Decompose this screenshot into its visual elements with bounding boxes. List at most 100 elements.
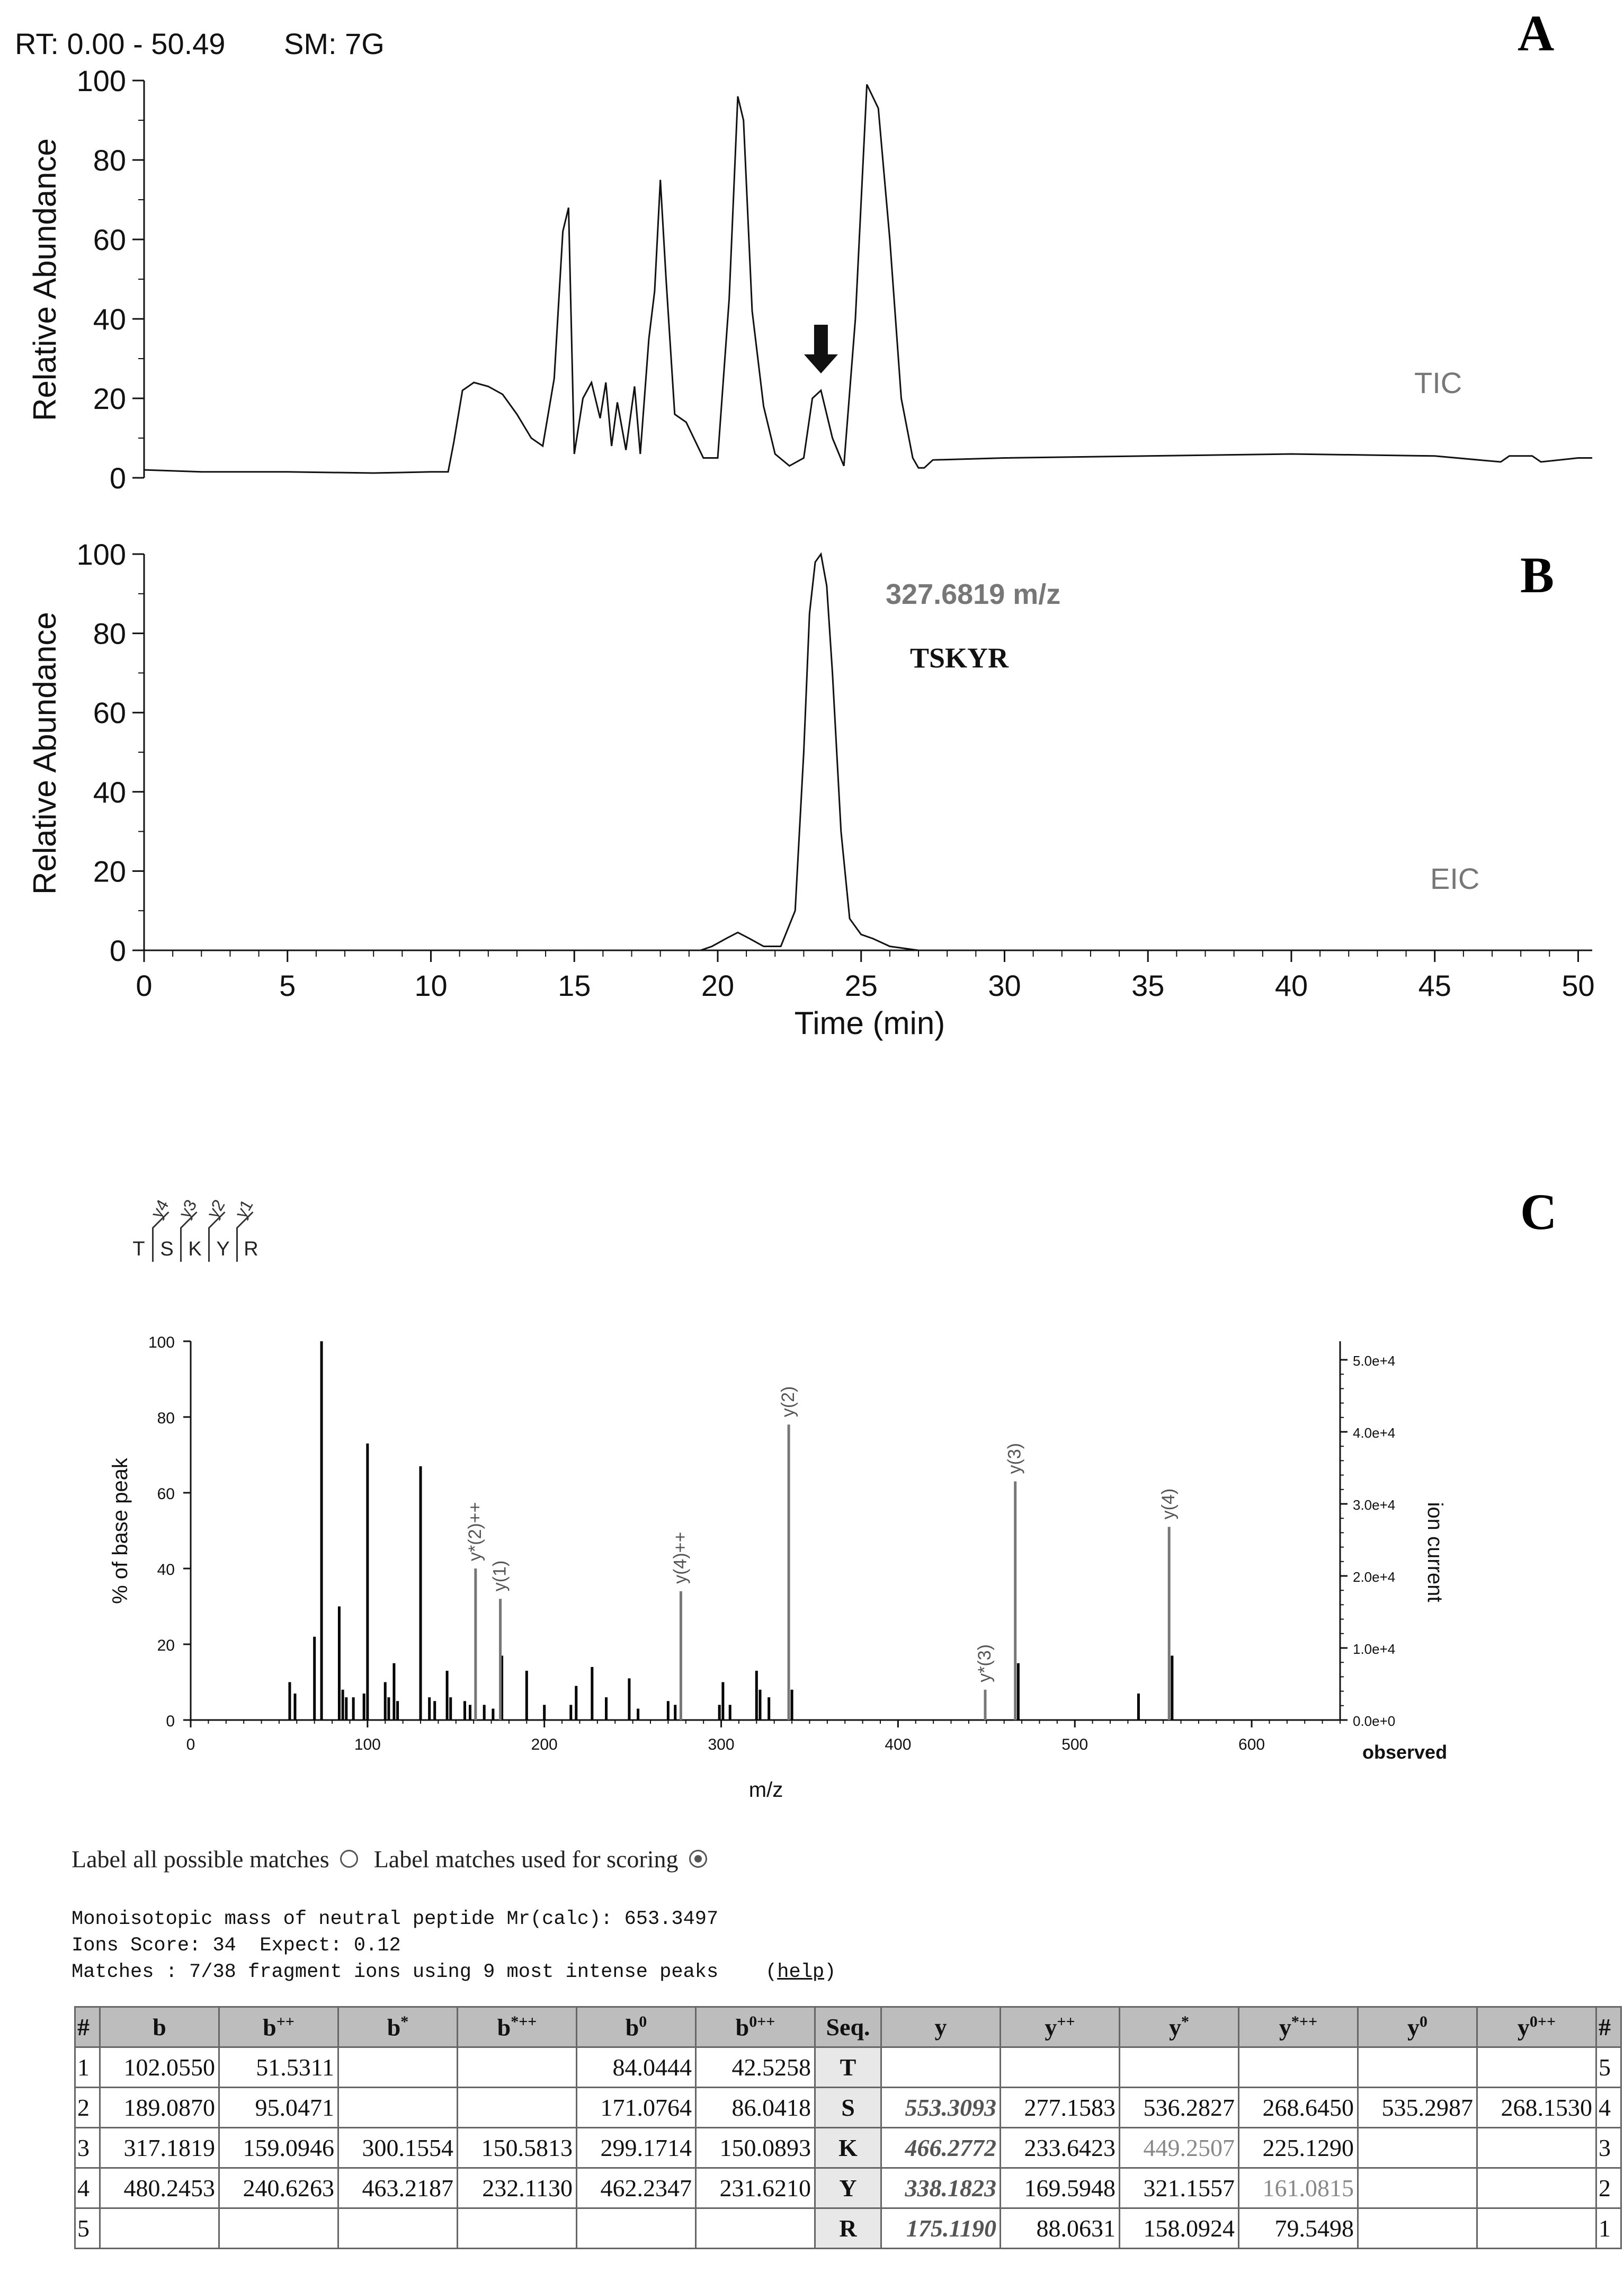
table-cell: 463.2187 <box>337 2167 458 2209</box>
sequence-residue: T <box>132 1238 145 1260</box>
table-header-cell: b* <box>337 2006 458 2048</box>
fragment-bracket <box>180 1211 198 1262</box>
table-cell: 466.2772 <box>880 2127 1001 2169</box>
eic-y-axis-label: Relative Abundance <box>27 612 63 895</box>
table-header-cell: y*++ <box>1238 2006 1359 2048</box>
help-link[interactable]: help <box>777 1961 825 1983</box>
eic-y-tick-label: 0 <box>110 934 126 967</box>
matches-line: Matches : 7/38 fragment ions using 9 mos… <box>72 1961 836 1983</box>
ms2-spectrum-chart: 0 20 40 60 80 100 0.0e+0 1.0e+4 2.0e+4 3.0e+4 4.0… <box>109 1334 1447 1802</box>
table-cell: 321.1557 <box>1119 2167 1239 2209</box>
table-cell: 175.1190 <box>880 2207 1001 2249</box>
spectrum-y-tick-label: 80 <box>157 1410 175 1427</box>
table-cell: 5 <box>1595 2046 1622 2088</box>
table-header-cell: y* <box>1119 2006 1239 2048</box>
down-arrow-icon <box>804 325 838 373</box>
sequence-residue: K <box>188 1238 201 1260</box>
table-cell <box>1476 2046 1597 2088</box>
score-line: Ions Score: 34 Expect: 0.12 <box>72 1935 401 1957</box>
tic-y-tick-label: 80 <box>93 144 126 177</box>
eic-x-axis-label: Time (min) <box>795 1005 945 1041</box>
table-cell <box>1357 2167 1478 2209</box>
table-cell: 277.1583 <box>1000 2087 1120 2128</box>
table-cell: 338.1823 <box>880 2167 1001 2209</box>
matched-peak-label: y(1) <box>490 1561 510 1592</box>
table-cell <box>457 2046 577 2088</box>
spectrum-x-tick-label: 200 <box>531 1736 558 1753</box>
spectrum-x-tick-label: 600 <box>1238 1736 1265 1753</box>
table-cell: 95.0471 <box>218 2087 339 2128</box>
table-row: 5 R 175.1190 88.0631 158.0924 79.5498 1 <box>74 2207 1622 2249</box>
table-cell: 233.6423 <box>1000 2127 1120 2169</box>
tic-trace-label: TIC <box>1414 366 1462 399</box>
eic-x-tick-label: 35 <box>1131 969 1164 1002</box>
eic-x-tick-label: 40 <box>1275 969 1308 1002</box>
tic-chart: 0 20 40 60 80 100 Relative Abundance TIC <box>27 64 1592 495</box>
table-cell: 535.2987 <box>1357 2087 1478 2128</box>
table-cell: 232.1130 <box>457 2167 577 2209</box>
table-cell: 1 <box>74 2046 101 2088</box>
fragment-bracket <box>236 1211 254 1262</box>
eic-mz-label: 327.6819 m/z <box>886 578 1060 610</box>
spectrum-x-axis-label: m/z <box>749 1778 783 1802</box>
matched-peak-label: y*(2)++ <box>465 1502 485 1562</box>
sequence-residue: Y <box>216 1238 229 1260</box>
eic-x-tick-label: 15 <box>558 969 591 1002</box>
eic-x-tick-label: 30 <box>988 969 1021 1002</box>
label-scoring-radio[interactable] <box>689 1850 707 1868</box>
table-cell: 553.3093 <box>880 2087 1001 2128</box>
spectrum-y-tick-label: 100 <box>148 1334 175 1351</box>
table-cell <box>337 2087 458 2128</box>
spectrum-observed-label: observed <box>1362 1741 1447 1763</box>
mass-line: Monoisotopic mass of neutral peptide Mr(… <box>72 1908 719 1930</box>
table-cell: 84.0444 <box>576 2046 697 2088</box>
table-header-cell: # <box>1595 2006 1622 2048</box>
eic-peptide-label: TSKYR <box>910 642 1009 674</box>
table-header-cell: b*++ <box>457 2006 577 2048</box>
score-summary: Monoisotopic mass of neutral peptide Mr(… <box>72 1906 836 1985</box>
table-header-cell: # <box>74 2006 101 2048</box>
table-header-cell: y++ <box>1000 2006 1120 2048</box>
fragment-ion-label: y4 <box>147 1196 172 1221</box>
spectrum-y2-tick-label: 1.0e+4 <box>1353 1641 1395 1657</box>
label-all-radio[interactable] <box>340 1850 358 1868</box>
table-cell: 536.2827 <box>1119 2087 1239 2128</box>
table-cell: 102.0550 <box>99 2046 220 2088</box>
spectrum-y-tick-label: 0 <box>166 1713 175 1730</box>
table-cell: 189.0870 <box>99 2087 220 2128</box>
table-cell: 5 <box>74 2207 101 2249</box>
eic-trace <box>144 552 1592 951</box>
table-cell <box>695 2207 816 2249</box>
table-cell <box>1476 2167 1597 2209</box>
table-cell: 231.6210 <box>695 2167 816 2209</box>
table-header-cell: b0 <box>576 2006 697 2048</box>
table-cell <box>218 2207 339 2249</box>
table-cell <box>1357 2127 1478 2169</box>
eic-x-tick-label: 5 <box>279 969 296 1002</box>
spectrum-y-axis-label: % of base peak <box>109 1457 132 1604</box>
table-cell: 225.1290 <box>1238 2127 1359 2169</box>
table-row: 4 480.2453 240.6263 463.2187 232.1130 462.234… <box>74 2167 1622 2209</box>
table-cell: 317.1819 <box>99 2127 220 2169</box>
table-cell: 150.0893 <box>695 2127 816 2169</box>
label-scoring-option-text: Label matches used for scoring <box>373 1845 679 1873</box>
table-cell: S <box>814 2087 882 2128</box>
spectrum-y2-tick-label: 4.0e+4 <box>1353 1425 1395 1441</box>
fragment-bracket <box>208 1211 226 1262</box>
table-cell: 268.6450 <box>1238 2087 1359 2128</box>
eic-y-tick-label: 40 <box>93 776 126 809</box>
spectrum-x-tick-label: 400 <box>885 1736 911 1753</box>
eic-y-tick-label: 100 <box>77 538 126 571</box>
spectrum-x-tick-label: 300 <box>708 1736 735 1753</box>
table-cell: 161.0815 <box>1238 2167 1359 2209</box>
spectrum-y2-tick-label: 3.0e+4 <box>1353 1497 1395 1513</box>
spectrum-y2-axis-label: ion current <box>1423 1502 1447 1602</box>
eic-y-tick-label: 60 <box>93 696 126 729</box>
eic-x-tick-label: 25 <box>845 969 878 1002</box>
table-cell: 150.5813 <box>457 2127 577 2169</box>
table-cell: 268.1530 <box>1476 2087 1597 2128</box>
spectrum-y-tick-label: 40 <box>157 1561 175 1579</box>
table-cell: 240.6263 <box>218 2167 339 2209</box>
eic-trace-label: EIC <box>1430 862 1479 895</box>
